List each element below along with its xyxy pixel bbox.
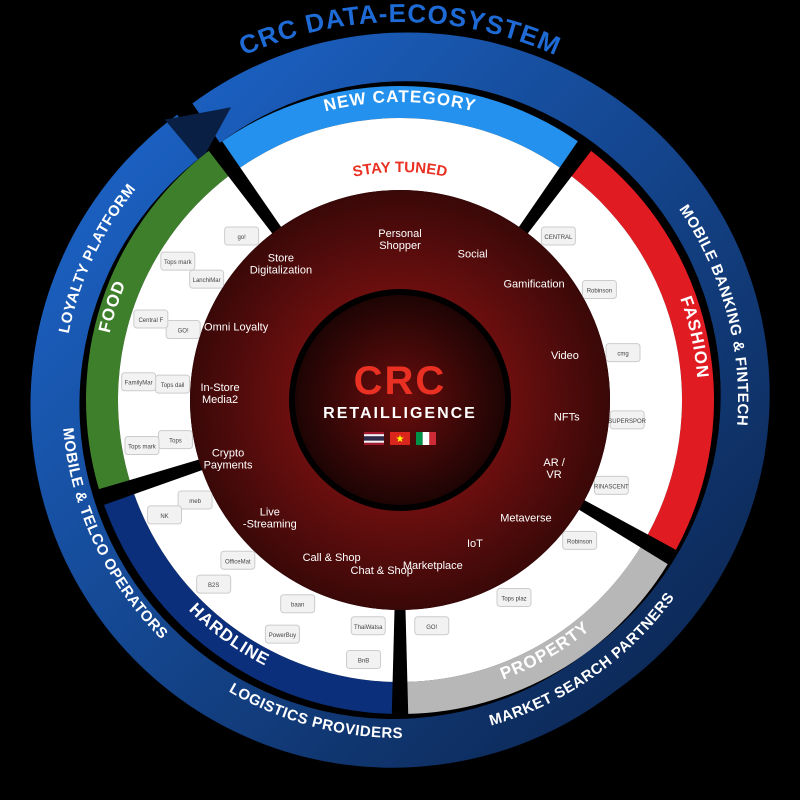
- brand-chip-label: ThaiWatsa: [354, 625, 383, 631]
- capability-label: AR /: [543, 457, 565, 469]
- brand-chip-label: GO!: [426, 625, 437, 631]
- brand-chip-label: Tops dail: [161, 383, 185, 389]
- brand-chip-label: BnB: [358, 658, 369, 664]
- capability-label: -Streaming: [243, 518, 297, 530]
- brand-chip-label: Tops: [169, 439, 182, 445]
- flag-thailand: [364, 432, 384, 445]
- brand-chip-label: Central F: [138, 318, 163, 324]
- capability-label: Social: [458, 248, 488, 260]
- capability-label: Metaverse: [500, 513, 551, 525]
- capability-label: Gamification: [503, 279, 564, 291]
- brand-chip-label: CENTRAL: [544, 235, 573, 241]
- ecosystem-diagram: MOBILE BANKING & FINTECHMARKET SEARCH PA…: [0, 0, 800, 800]
- capability-label: Digitalization: [250, 265, 312, 277]
- capability-label: IoT: [467, 538, 483, 550]
- capability-label: Personal: [378, 228, 421, 240]
- center-title: CRC: [354, 359, 447, 403]
- capability-label: Live: [260, 506, 280, 518]
- capability-label: Payments: [204, 460, 253, 472]
- capability-label: Chat & Shop: [351, 565, 413, 577]
- brand-chip-label: FamilyMar: [125, 381, 153, 387]
- svg-text:★: ★: [396, 434, 405, 445]
- capability-label: Call & Shop: [303, 552, 361, 564]
- brand-chip-label: RINASCENT: [594, 484, 629, 490]
- brand-chip-label: meb: [189, 499, 201, 505]
- capability-label: Store: [268, 253, 294, 265]
- capability-label: In-Store: [200, 382, 239, 394]
- capability-label: Omni Loyalty: [204, 321, 269, 333]
- brand-chip-label: PowerBuy: [269, 633, 296, 639]
- brand-chip-label: Tops plaz: [501, 596, 526, 602]
- brand-chip-label: Tops mark: [164, 260, 193, 266]
- brand-chip-label: LanchiMar: [193, 278, 221, 284]
- capability-label: Shopper: [379, 240, 421, 252]
- flag-italy: [416, 432, 436, 445]
- brand-chip-label: cmg: [617, 352, 628, 358]
- brand-chip-label: SUPERSPOR: [608, 419, 646, 425]
- center-subtitle: RETAILLIGENCE: [323, 405, 477, 422]
- brand-chip-label: GO!: [178, 329, 189, 335]
- capability-label: VR: [546, 469, 561, 481]
- brand-chip-label: NK: [160, 514, 168, 520]
- brand-chip-label: B2S: [208, 583, 219, 589]
- brand-chip-label: Robinson: [587, 288, 612, 294]
- capability-label: Crypto: [212, 448, 244, 460]
- capability-label: NFTs: [554, 411, 580, 423]
- brand-chip-label: OfficeMat: [225, 559, 251, 565]
- capability-label: Video: [551, 350, 579, 362]
- brand-chip-label: go!: [237, 235, 246, 241]
- flag-vietnam: ★: [390, 432, 410, 445]
- brand-chip-label: Robinson: [567, 539, 592, 545]
- brand-chip-label: baan: [291, 603, 304, 609]
- capability-label: Media2: [202, 394, 238, 406]
- brand-chip-label: Tops mark: [128, 444, 157, 450]
